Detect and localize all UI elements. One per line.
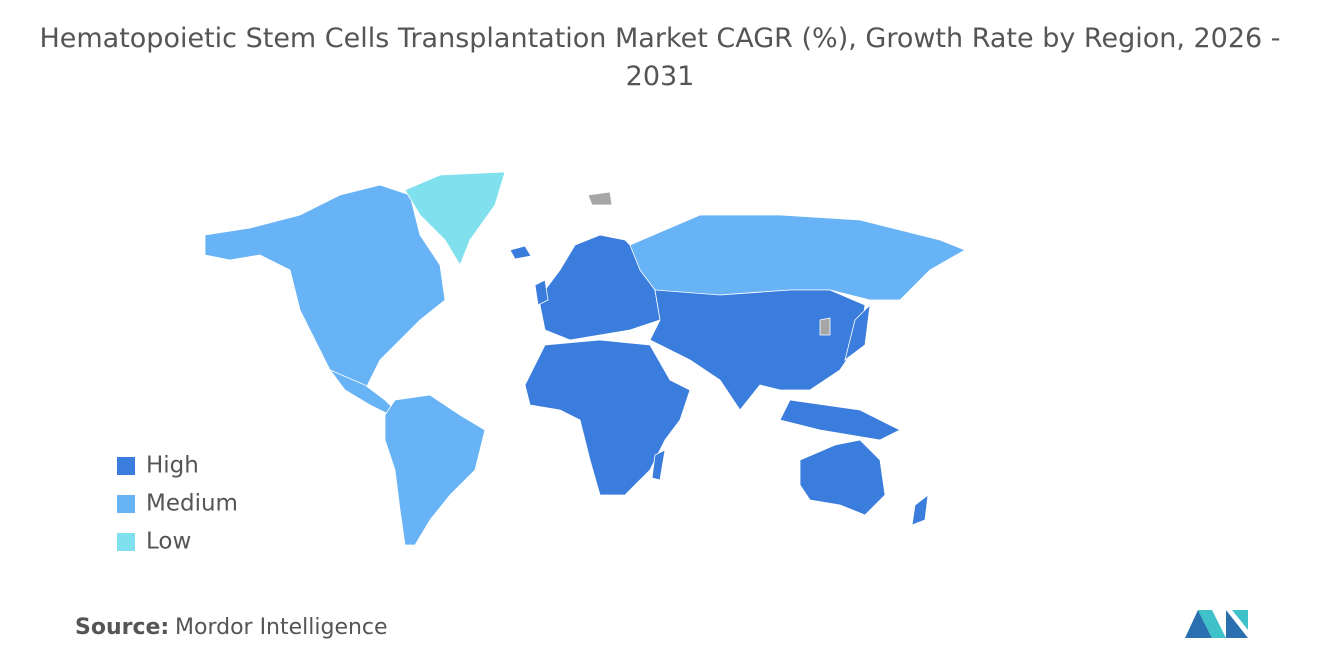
legend-label: High (146, 453, 199, 479)
logo-shape (1232, 610, 1248, 630)
legend-label: Medium (146, 491, 238, 517)
region (524, 339, 691, 496)
title-box: Hematopoietic Stem Cells Transplantation… (0, 20, 1320, 96)
chart-title: Hematopoietic Stem Cells Transplantation… (39, 23, 1281, 92)
region (779, 399, 901, 441)
region (911, 494, 929, 526)
logo (1185, 610, 1248, 638)
legend-swatch (117, 457, 135, 475)
region (844, 303, 871, 361)
legend-label: Low (146, 529, 191, 555)
region (799, 439, 886, 516)
region (384, 394, 486, 546)
region (404, 171, 506, 266)
region (534, 279, 549, 306)
world-map (204, 171, 966, 546)
logo-shape (1185, 610, 1212, 638)
logo-shape (1226, 610, 1248, 638)
region (629, 214, 966, 301)
region-no-data (587, 191, 613, 206)
region (651, 449, 666, 481)
legend-swatch (117, 495, 135, 513)
region (649, 289, 866, 411)
region-no-data (819, 317, 831, 336)
legend: High Medium Low (117, 453, 238, 555)
source-text: Mordor Intelligence (175, 615, 388, 640)
logo-shape (1198, 610, 1226, 638)
region (204, 184, 446, 391)
legend-swatch (117, 533, 135, 551)
region (509, 245, 532, 260)
source-label: Source: (75, 615, 169, 640)
